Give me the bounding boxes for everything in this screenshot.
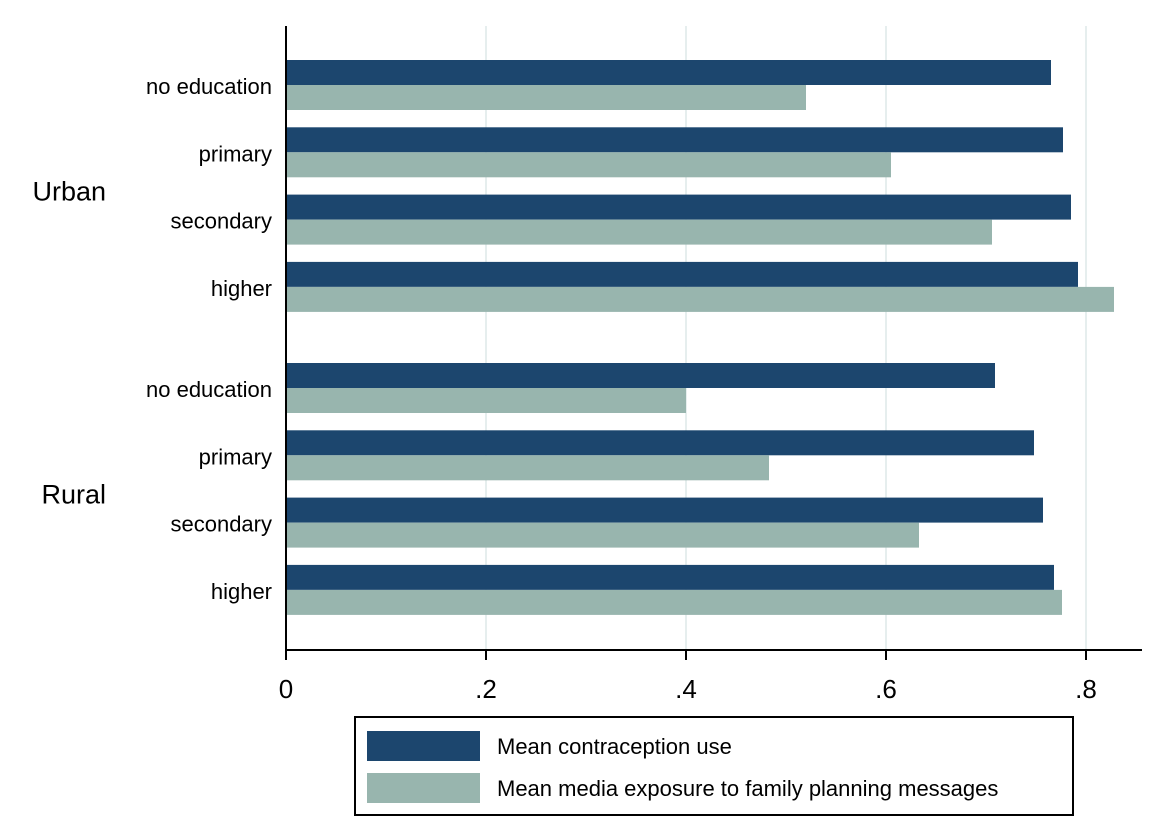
category-label: no education bbox=[146, 74, 272, 99]
bar-urban-primary-series-2 bbox=[286, 152, 891, 178]
bar-rural-no-education-series-1 bbox=[286, 363, 995, 388]
legend: Mean contraception use Mean media exposur… bbox=[354, 716, 1074, 816]
legend-swatch-1 bbox=[367, 731, 480, 761]
category-label: secondary bbox=[170, 512, 272, 537]
group-label-rural: Rural bbox=[41, 480, 106, 510]
x-tick-label: 0 bbox=[279, 674, 293, 704]
category-label: secondary bbox=[170, 209, 272, 234]
x-tick-label: .8 bbox=[1075, 674, 1097, 704]
bars bbox=[286, 60, 1114, 615]
bar-rural-higher-series-1 bbox=[286, 564, 1054, 590]
category-labels: no education primary secondary higher Urban n… bbox=[32, 74, 272, 604]
category-label: higher bbox=[211, 276, 272, 301]
bar-urban-secondary-series-2 bbox=[286, 219, 992, 245]
x-tick-label: .2 bbox=[475, 674, 497, 704]
bar-urban-no-education-series-2 bbox=[286, 85, 806, 110]
bar-rural-no-education-series-2 bbox=[286, 388, 686, 413]
x-tick-label: .4 bbox=[675, 674, 697, 704]
category-label: no education bbox=[146, 377, 272, 402]
bar-rural-secondary-series-1 bbox=[286, 497, 1043, 523]
bar-urban-secondary-series-1 bbox=[286, 194, 1071, 220]
category-label: primary bbox=[199, 444, 272, 469]
bar-rural-primary-series-1 bbox=[286, 430, 1034, 456]
legend-label-1: Mean contraception use bbox=[497, 734, 732, 759]
gridlines bbox=[485, 26, 1087, 650]
bar-urban-no-education-series-1 bbox=[286, 60, 1051, 85]
x-tick-label: .6 bbox=[875, 674, 897, 704]
bar-urban-higher-series-1 bbox=[286, 261, 1078, 287]
bar-urban-primary-series-1 bbox=[286, 127, 1063, 153]
bar-rural-secondary-series-2 bbox=[286, 522, 919, 548]
legend-swatch-2 bbox=[367, 773, 480, 803]
category-label: primary bbox=[199, 141, 272, 166]
bar-rural-higher-series-2 bbox=[286, 589, 1062, 615]
x-axis-ticks: 0 .2 .4 .6 .8 bbox=[279, 650, 1097, 704]
bar-rural-primary-series-2 bbox=[286, 455, 769, 481]
bar-urban-higher-series-2 bbox=[286, 286, 1114, 312]
legend-label-2: Mean media exposure to family planning m… bbox=[497, 776, 998, 801]
category-label: higher bbox=[211, 579, 272, 604]
group-label-urban: Urban bbox=[32, 177, 106, 207]
